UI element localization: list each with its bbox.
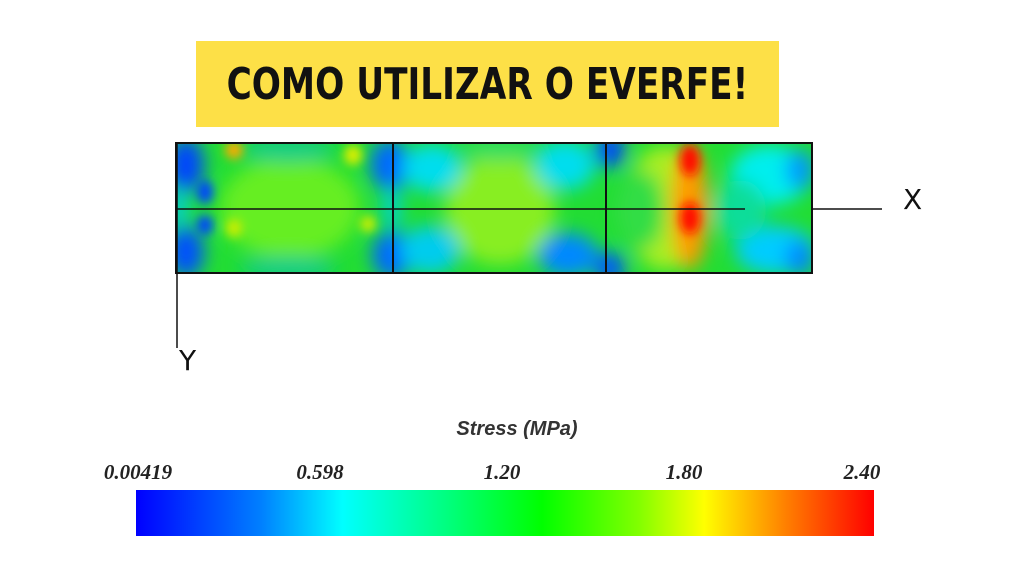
legend-tick-1: 0.598 (296, 460, 344, 484)
x-axis-label: X (903, 183, 923, 216)
slab-outline (175, 142, 813, 274)
legend-tick-max: 2.40 (843, 460, 881, 484)
legend-title: Stress (MPa) (456, 418, 578, 440)
y-axis-label: Y (179, 344, 197, 377)
legend-tick-2: 1.20 (483, 460, 521, 484)
stress-field (176, 143, 812, 273)
title-banner: COMO UTILIZAR O EVERFE! (196, 41, 779, 127)
legend-tick-3: 1.80 (665, 460, 703, 484)
stress-colorbar (136, 490, 874, 536)
coordinate-axes (176, 143, 882, 348)
banner-title: COMO UTILIZAR O EVERFE! (226, 58, 749, 110)
legend-tick-min: 0.00419 (103, 460, 173, 484)
